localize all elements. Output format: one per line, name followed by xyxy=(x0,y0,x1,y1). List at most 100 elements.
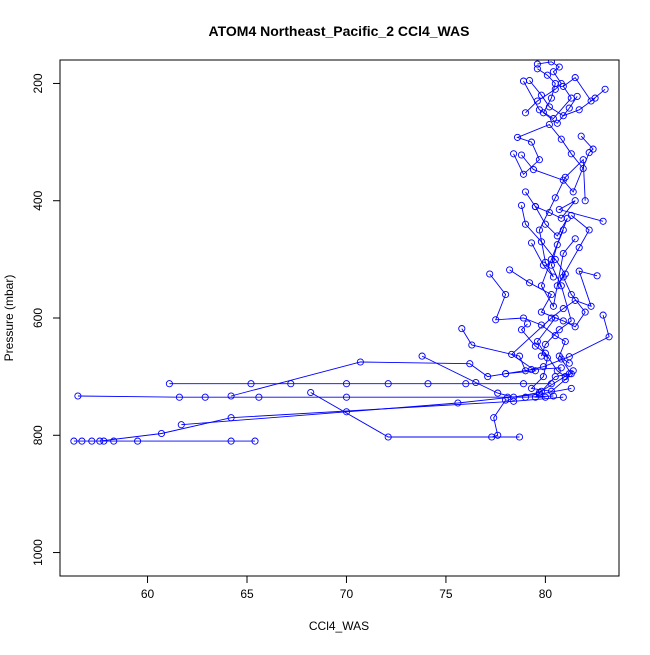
data-point xyxy=(551,332,559,340)
x-tick-label: 75 xyxy=(439,587,453,601)
data-point xyxy=(535,226,543,234)
data-point xyxy=(585,226,593,234)
data-point xyxy=(513,133,522,141)
data-point xyxy=(563,214,571,222)
data-point xyxy=(134,437,142,445)
data-point xyxy=(547,387,555,395)
data-point xyxy=(458,325,466,333)
x-tick-label: 80 xyxy=(539,587,553,601)
data-point xyxy=(472,378,480,387)
data-point xyxy=(551,79,559,88)
data-point xyxy=(462,380,470,388)
data-point xyxy=(551,314,559,322)
data-point xyxy=(177,421,185,429)
data-point xyxy=(510,397,518,405)
data-point xyxy=(502,290,510,299)
data-point xyxy=(543,71,551,79)
data-point xyxy=(605,333,613,341)
data-point xyxy=(519,314,528,322)
series-16 xyxy=(517,132,597,196)
series-2 xyxy=(74,392,557,401)
data-point xyxy=(571,197,579,205)
data-point xyxy=(539,373,547,381)
y-tick-label: 400 xyxy=(31,190,45,210)
series-line xyxy=(509,269,586,328)
data-point xyxy=(110,437,118,445)
series-line xyxy=(520,323,566,377)
data-point xyxy=(531,203,539,211)
data-point xyxy=(569,188,577,196)
data-point xyxy=(575,244,583,252)
data-point xyxy=(502,396,510,404)
data-point xyxy=(599,311,607,319)
series-line xyxy=(310,392,520,438)
data-point xyxy=(547,60,555,66)
series-4 xyxy=(488,396,510,441)
data-point xyxy=(523,320,532,328)
y-tick-label: 200 xyxy=(31,73,45,93)
data-point xyxy=(591,94,599,102)
x-tick-label: 70 xyxy=(340,587,354,601)
x-tick-label: 60 xyxy=(141,587,155,601)
data-point xyxy=(529,166,538,174)
data-point xyxy=(541,349,549,357)
data-point xyxy=(521,220,530,228)
data-point xyxy=(557,282,565,290)
series-19 xyxy=(525,76,599,120)
y-tick-label: 800 xyxy=(31,425,45,445)
data-point xyxy=(96,437,104,445)
series-line xyxy=(181,387,572,426)
data-point xyxy=(549,273,557,281)
y-axis-label: Pressure (mbar) xyxy=(2,275,16,362)
series-line xyxy=(513,123,584,176)
data-point xyxy=(549,115,557,123)
y-tick-label: 1000 xyxy=(31,539,45,566)
data-point xyxy=(567,290,575,299)
series-line xyxy=(461,314,610,372)
data-point xyxy=(553,241,561,249)
series-line xyxy=(535,206,576,308)
data-point xyxy=(531,393,539,401)
data-point xyxy=(551,194,559,202)
data-point xyxy=(553,232,561,240)
series-11 xyxy=(486,270,573,367)
data-point xyxy=(418,352,426,360)
data-point xyxy=(74,392,82,400)
data-point xyxy=(227,392,235,400)
data-point xyxy=(517,151,526,159)
series-3 xyxy=(307,388,524,441)
series-line xyxy=(523,76,606,120)
series-18 xyxy=(519,74,609,123)
data-point xyxy=(561,270,569,278)
data-point xyxy=(165,380,173,388)
data-point xyxy=(486,270,494,278)
data-point xyxy=(490,414,498,422)
data-point xyxy=(553,282,561,290)
data-point xyxy=(527,239,536,247)
data-point xyxy=(533,337,541,346)
data-point xyxy=(551,255,559,263)
data-point xyxy=(525,76,534,85)
data-point xyxy=(510,150,518,158)
data-point xyxy=(571,323,579,331)
data-point xyxy=(527,138,536,146)
data-point xyxy=(559,249,567,258)
series-line xyxy=(421,355,570,398)
data-point xyxy=(561,173,569,181)
data-point xyxy=(251,437,259,445)
data-point xyxy=(521,367,530,375)
data-point xyxy=(247,380,255,388)
data-point xyxy=(537,91,545,99)
data-point xyxy=(527,384,536,392)
data-point xyxy=(468,341,476,349)
series-9 xyxy=(458,311,613,375)
data-point xyxy=(555,205,563,214)
data-point xyxy=(508,350,516,358)
data-point xyxy=(551,373,559,381)
data-point xyxy=(227,437,235,445)
data-point xyxy=(70,437,78,445)
series-10 xyxy=(502,267,601,378)
data-point xyxy=(506,266,514,274)
plot-frame xyxy=(59,59,620,577)
